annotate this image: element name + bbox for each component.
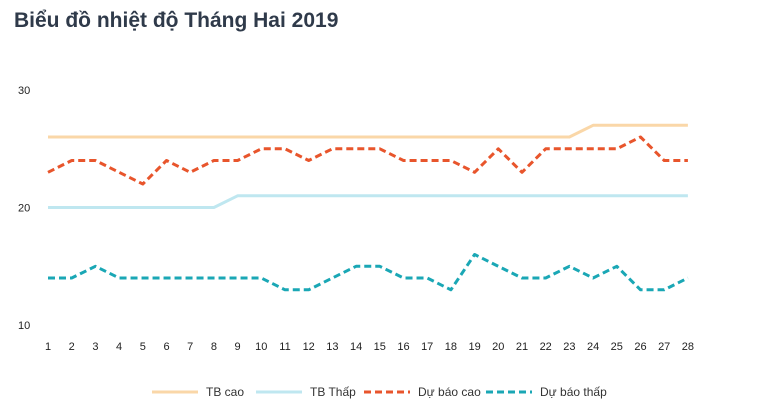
x-tick-label: 19 [468,341,480,353]
legend: TB cao TB Thấp Dự báo cao Dự báo thấp [152,385,607,399]
legend-label: Dự báo thấp [540,385,607,399]
x-axis-ticks: 1 2 3 4 5 6 7 8 9 10 11 12 13 14 15 16 17 18 19 20 21 22 23 24 2… [45,341,694,353]
x-tick-label: 11 [279,341,290,353]
x-tick-label: 1 [45,341,51,353]
x-tick-label: 16 [397,341,409,353]
x-tick-label: 25 [611,341,623,353]
x-tick-label: 3 [92,341,98,353]
x-tick-label: 24 [587,341,599,353]
x-tick-label: 8 [211,341,217,353]
x-tick-label: 14 [350,341,362,353]
series-line [47,135,688,186]
x-tick-label: 26 [634,341,646,353]
x-tick-label: 23 [563,341,575,353]
x-tick-label: 21 [516,341,528,353]
series-lines [47,123,689,292]
series-line [48,253,689,292]
y-tick-label: 10 [18,320,30,332]
x-tick-label: 9 [235,341,241,353]
legend-label: Dự báo cao [418,385,481,399]
x-tick-label: 13 [326,341,338,353]
x-tick-label: 22 [540,341,552,353]
x-tick-label: 27 [658,341,670,353]
y-tick-label: 20 [18,203,30,215]
y-tick-label: 30 [18,85,30,97]
x-tick-label: 17 [421,341,433,353]
series-line [48,194,688,209]
legend-label: TB cao [206,385,244,399]
x-tick-label: 2 [69,341,75,353]
chart-title: Biểu đồ nhiệt độ Tháng Hai 2019 [14,9,339,32]
x-tick-label: 4 [116,341,122,353]
x-tick-label: 28 [682,341,694,353]
x-tick-label: 15 [374,341,386,353]
x-tick-label: 20 [492,341,504,353]
x-tick-label: 5 [140,341,146,353]
x-tick-label: 18 [445,341,457,353]
legend-label: TB Thấp [310,385,356,399]
x-tick-label: 12 [303,341,315,353]
y-axis-ticks: 10 20 30 [18,85,30,332]
series-line [48,123,688,139]
x-tick-label: 10 [255,341,267,353]
x-tick-label: 7 [187,341,193,353]
x-tick-label: 6 [163,341,169,353]
